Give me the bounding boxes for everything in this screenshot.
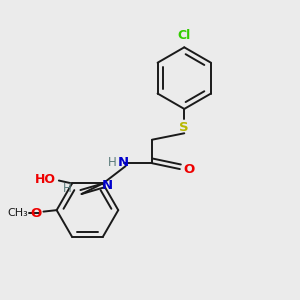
Text: S: S [179,122,189,134]
Text: H: H [108,156,117,169]
Text: N: N [118,156,129,169]
Text: O: O [183,163,195,176]
Text: Cl: Cl [178,29,191,42]
Text: CH₃: CH₃ [7,208,28,218]
Text: N: N [101,179,113,192]
Text: H: H [63,182,71,195]
Text: HO: HO [35,172,56,186]
Text: O: O [31,207,42,220]
